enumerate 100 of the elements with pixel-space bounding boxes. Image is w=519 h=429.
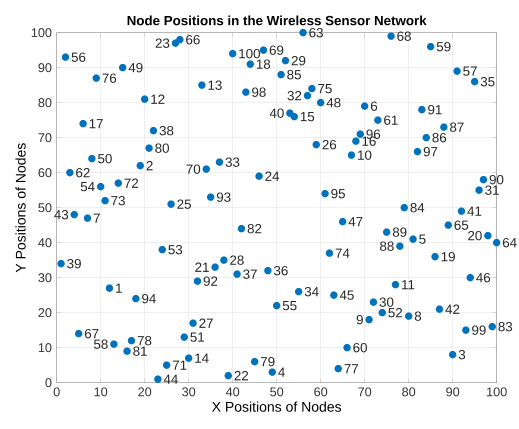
- annotation: 64: [502, 238, 517, 248]
- y-tick-label: 70: [38, 133, 52, 142]
- annotation: 50: [98, 154, 112, 164]
- annotation: 67: [84, 328, 98, 338]
- annotation: 26: [322, 140, 336, 150]
- annotation: 56: [72, 52, 86, 62]
- annotation: 88: [380, 241, 394, 251]
- annotation: 77: [344, 364, 358, 374]
- annotation: 46: [476, 272, 490, 282]
- annotation: 13: [208, 80, 222, 90]
- annotation: 38: [160, 126, 174, 136]
- annotation: 31: [485, 185, 499, 195]
- annotation: 91: [428, 104, 442, 114]
- annotation: 7: [94, 214, 100, 223]
- annotation: 23: [156, 38, 170, 48]
- annotation: 97: [424, 146, 438, 156]
- annotation: 75: [318, 84, 332, 94]
- annotation: 53: [168, 244, 182, 254]
- annotation: 87: [450, 122, 464, 132]
- annotation: 6: [370, 101, 378, 111]
- annotation: 39: [67, 258, 81, 268]
- annotation: 35: [480, 76, 495, 86]
- annotation: 14: [195, 354, 209, 363]
- annotation: 42: [445, 304, 460, 314]
- annotation: 34: [304, 286, 319, 296]
- annotation: 79: [260, 356, 274, 366]
- annotation: 10: [358, 150, 372, 160]
- annotation: 11: [402, 280, 414, 290]
- annotation: 66: [186, 34, 200, 44]
- x-tick-label: 0: [54, 387, 60, 396]
- annotation: 51: [190, 332, 204, 342]
- annotation: 18: [256, 59, 270, 69]
- x-tick-label: 30: [182, 387, 196, 396]
- annotation: 62: [76, 168, 90, 178]
- annotation: 44: [164, 374, 178, 384]
- y-axis-title: Y Positions of Nodes: [15, 143, 26, 272]
- annotation: 8: [414, 311, 422, 321]
- y-tick-label: 60: [38, 168, 52, 178]
- annotation: 24: [265, 172, 280, 181]
- annotation: 41: [467, 206, 482, 216]
- annotation: 33: [226, 157, 240, 167]
- y-tick-label: 90: [38, 63, 52, 72]
- annotation: 94: [142, 294, 156, 304]
- y-tick-label: 100: [32, 28, 52, 38]
- x-tick-label: 10: [94, 387, 108, 396]
- annotation: 25: [177, 199, 191, 209]
- annotation: 48: [326, 98, 341, 108]
- annotation: 60: [353, 342, 367, 352]
- annotation: 1: [116, 284, 122, 293]
- annotation: 93: [216, 192, 231, 202]
- annotation: 21: [195, 262, 209, 272]
- annotation: 68: [397, 31, 411, 41]
- annotation: 52: [388, 308, 402, 318]
- annotation: 81: [133, 346, 147, 356]
- annotation: 45: [340, 290, 354, 300]
- x-axis-title: X Positions of Nodes: [212, 402, 342, 412]
- annotation: 17: [90, 119, 103, 128]
- x-tick-label: 80: [402, 387, 416, 396]
- annotation: 30: [380, 297, 394, 307]
- annotation: 12: [151, 94, 164, 104]
- y-tick-label: 10: [38, 343, 52, 352]
- annotation: 19: [442, 252, 455, 262]
- annotation: 73: [111, 196, 125, 206]
- annotation: 80: [155, 143, 169, 153]
- x-tick-label: 60: [314, 387, 328, 396]
- x-tick-label: 100: [487, 387, 507, 396]
- annotation: 83: [498, 322, 512, 332]
- annotation: 4: [278, 368, 285, 377]
- annotation: 55: [282, 301, 297, 310]
- annotation: 63: [309, 28, 323, 38]
- annotation: 43: [54, 210, 68, 220]
- annotation: 58: [94, 339, 108, 349]
- annotation: 86: [432, 132, 446, 142]
- annotation: 27: [199, 318, 213, 328]
- annotation: 72: [124, 178, 138, 188]
- x-tick-label: 40: [226, 387, 240, 396]
- annotation: 85: [287, 70, 301, 80]
- annotation: 84: [410, 202, 424, 212]
- annotation: 82: [248, 224, 262, 234]
- y-tick-label: 80: [38, 98, 52, 108]
- annotation: 96: [366, 129, 380, 139]
- annotation: 49: [128, 62, 142, 72]
- annotation: 54: [80, 182, 95, 192]
- annotation: 15: [300, 112, 314, 122]
- annotation: 2: [146, 161, 153, 170]
- annotation: 74: [336, 248, 350, 258]
- annotation: 40: [270, 108, 284, 118]
- x-tick-label: 20: [138, 387, 152, 396]
- annotation: 59: [436, 42, 450, 52]
- y-tick-label: 40: [38, 238, 52, 248]
- y-tick-label: 30: [38, 273, 52, 282]
- x-tick-label: 90: [446, 387, 460, 396]
- annotation: 22: [234, 371, 248, 380]
- y-tick-label: 50: [38, 203, 52, 212]
- chart-title: Node Positions in the Wireless Sensor Network: [128, 16, 427, 26]
- annotation: 65: [454, 220, 468, 230]
- annotation: 71: [172, 360, 186, 370]
- annotation: 92: [204, 276, 218, 286]
- annotation: 57: [463, 66, 477, 76]
- annotation: 29: [292, 56, 306, 66]
